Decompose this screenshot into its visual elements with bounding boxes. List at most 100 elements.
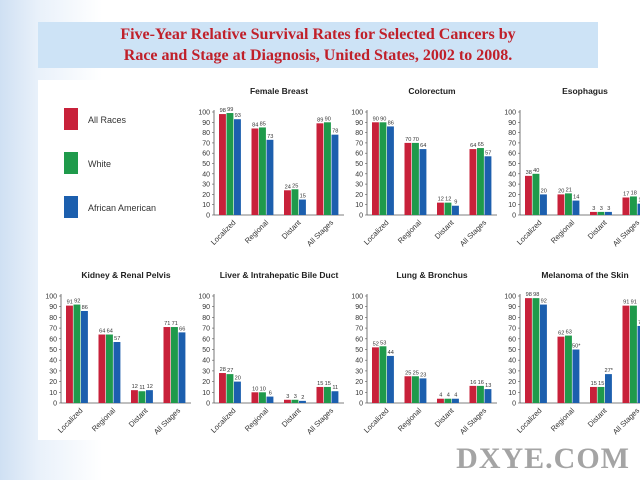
y-tick-label-4-0: 0 [206,401,210,408]
y-tick-label-0-5: 50 [202,161,210,168]
bar-label-1-2-2: 9 [454,200,457,206]
y-tick-label-6-8: 80 [508,315,516,322]
bar-label-1-2-1: 12 [445,197,451,203]
y-tick-label-1-7: 70 [355,140,363,147]
y-tick-label-0-1: 10 [202,202,210,209]
bar-6-3-1 [630,305,637,403]
y-tick-label-6-3: 30 [508,368,516,375]
bar-0-2-1 [291,189,299,215]
bar-3-2-1 [138,391,146,403]
bar-3-2-2 [146,390,153,403]
bar-label-4-2-1: 3 [294,394,297,400]
bar-6-2-2 [605,374,612,403]
category-label-2-3: All Stages [611,218,640,248]
bar-label-5-3-0: 16 [470,380,476,386]
bar-label-0-3-1: 90 [325,116,331,122]
y-tick-label-2-4: 40 [508,171,516,178]
bar-label-6-1-1: 63 [566,330,572,336]
bar-label-4-0-1: 27 [227,368,233,374]
y-tick-label-4-1: 10 [202,390,210,397]
bar-4-3-0 [316,386,324,403]
y-tick-label-6-4: 40 [508,358,516,365]
bar-label-1-3-0: 64 [470,143,476,149]
category-label-5-0: Localized [362,406,391,435]
y-tick-label-1-1: 10 [355,202,363,209]
slide-title-line-1: Five-Year Relative Survival Rates for Se… [120,26,516,43]
y-tick-label-2-3: 30 [508,182,516,189]
legend-label-0: All Races [88,115,127,125]
bar-label-6-1-0: 62 [558,331,564,337]
category-label-4-0: Localized [209,406,238,435]
bar-label-3-3-0: 71 [164,321,170,327]
bar-label-3-1-1: 64 [107,329,113,335]
bar-6-1-0 [557,336,565,403]
bar-label-1-0-0: 90 [373,116,379,122]
bar-label-4-1-0: 10 [252,386,258,392]
bar-6-0-1 [532,298,540,403]
bar-label-0-1-1: 85 [260,121,266,127]
y-tick-label-6-0: 0 [512,401,516,408]
y-tick-label-2-1: 10 [508,202,516,209]
bar-label-3-0-1: 92 [74,299,80,305]
panel-title-4: Liver & Intrahepatic Bile Duct [220,270,339,280]
bar-3-0-1 [73,304,81,403]
category-label-2-2: Distant [586,217,610,241]
bar-4-2-2 [299,400,306,403]
y-tick-label-0-7: 70 [202,140,210,147]
bar-label-4-3-2: 11 [332,385,338,391]
bar-label-6-3-0: 91 [623,300,629,306]
bar-5-3-0 [469,385,477,403]
bar-label-5-1-2: 23 [420,372,426,378]
category-label-0-2: Distant [280,217,304,241]
y-tick-label-2-0: 0 [512,213,516,220]
bar-label-5-0-1: 53 [380,340,386,346]
bar-label-1-3-2: 57 [485,150,491,156]
y-tick-label-4-5: 50 [202,347,210,354]
y-tick-label-2-10: 100 [504,110,516,117]
y-tick-label-5-7: 70 [355,326,363,333]
bar-label-0-0-0: 98 [220,108,226,114]
bar-label-6-3-1: 91 [631,300,637,306]
category-label-2-1: Regional [549,218,577,246]
bar-6-1-2 [572,349,580,403]
y-tick-label-0-3: 30 [202,182,210,189]
bar-label-0-1-2: 73 [267,134,273,140]
panel-title-5: Lung & Bronchus [396,270,468,280]
category-label-0-3: All Stages [305,218,335,248]
bar-3-2-0 [131,390,138,403]
bar-4-0-2 [234,381,241,403]
bar-0-3-2 [331,134,339,215]
y-tick-label-0-8: 80 [202,130,210,137]
y-tick-label-0-2: 20 [202,192,210,199]
bar-2-0-2 [540,194,547,215]
chart-panel: All Races White African American Female Bre… [38,80,640,440]
bar-label-1-3-1: 65 [478,142,484,148]
bar-1-1-2 [419,149,427,215]
bar-0-3-0 [316,123,324,215]
bar-label-4-1-1: 10 [260,386,266,392]
bar-label-2-1-0: 20 [558,188,564,194]
y-tick-label-2-6: 60 [508,151,516,158]
category-label-0-0: Localized [209,218,238,247]
bar-4-2-1 [291,399,299,403]
y-tick-label-4-7: 70 [202,326,210,333]
bar-4-3-1 [324,386,331,403]
bar-3-1-2 [113,342,121,403]
bar-label-1-1-2: 64 [420,143,426,149]
y-tick-label-5-4: 40 [355,358,363,365]
category-label-1-3: All Stages [458,218,488,248]
panel-title-6: Melanoma of the Skin [541,270,628,280]
y-tick-label-5-3: 30 [355,368,363,375]
bar-label-4-2-2: 2 [301,395,304,401]
bar-1-3-0 [469,149,477,215]
bar-5-2-2 [452,398,459,403]
y-tick-label-2-8: 80 [508,130,516,137]
category-label-3-2: Distant [127,405,151,429]
bar-0-1-2 [266,139,274,215]
bar-5-3-2 [484,389,492,403]
y-tick-label-4-3: 30 [202,368,210,375]
bar-label-2-3-1: 18 [631,190,637,196]
y-tick-label-6-10: 100 [504,294,516,301]
y-tick-label-4-10: 100 [198,294,210,301]
bar-0-0-0 [219,114,226,215]
